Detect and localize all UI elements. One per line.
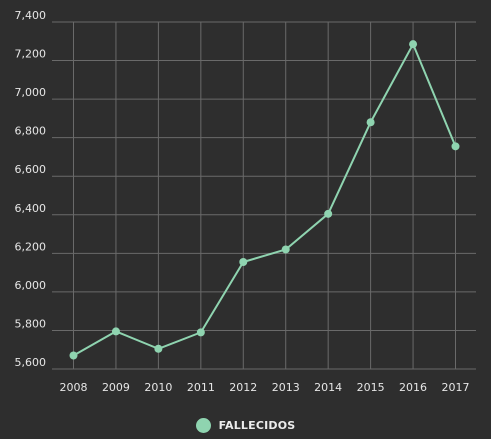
x-tick-label: 2012 [229, 381, 257, 394]
y-tick-label: 6,800 [15, 125, 47, 138]
data-point[interactable] [281, 245, 290, 254]
x-tick-label: 2014 [314, 381, 342, 394]
data-point[interactable] [409, 40, 418, 49]
legend-swatch-fallecidos [195, 417, 211, 433]
y-tick-label: 6,200 [15, 240, 47, 253]
series-line-fallecidos [72, 43, 457, 357]
y-tick-label: 5,600 [15, 356, 47, 369]
y-tick-label: 6,400 [15, 202, 47, 215]
legend-label-fallecidos: FALLECIDOS [218, 418, 296, 432]
data-point[interactable] [324, 209, 333, 218]
x-tick-label: 2016 [399, 381, 427, 394]
y-tick-label: 7,000 [15, 86, 47, 99]
y-tick-label: 7,200 [15, 48, 47, 61]
data-point[interactable] [451, 142, 460, 151]
x-tick-label: 2009 [102, 381, 130, 394]
y-tick-label: 6,600 [15, 163, 47, 176]
x-tick-label: 2008 [60, 381, 88, 394]
y-tick-label: 6,000 [15, 279, 47, 292]
y-tick-label: 5,800 [15, 317, 47, 330]
x-tick-label: 2011 [187, 381, 215, 394]
data-point[interactable] [196, 328, 205, 337]
legend[interactable]: FALLECIDOS [0, 414, 491, 436]
x-tick-label: 2017 [442, 381, 470, 394]
data-point[interactable] [111, 327, 120, 336]
y-tick-label: 7,400 [15, 9, 47, 22]
grid [52, 21, 476, 370]
x-tick-label: 2015 [357, 381, 385, 394]
data-point[interactable] [366, 118, 375, 127]
data-point[interactable] [239, 258, 248, 267]
x-tick-label: 2013 [272, 381, 300, 394]
x-tick-label: 2010 [144, 381, 172, 394]
data-point[interactable] [154, 344, 163, 353]
data-point[interactable] [69, 351, 78, 360]
